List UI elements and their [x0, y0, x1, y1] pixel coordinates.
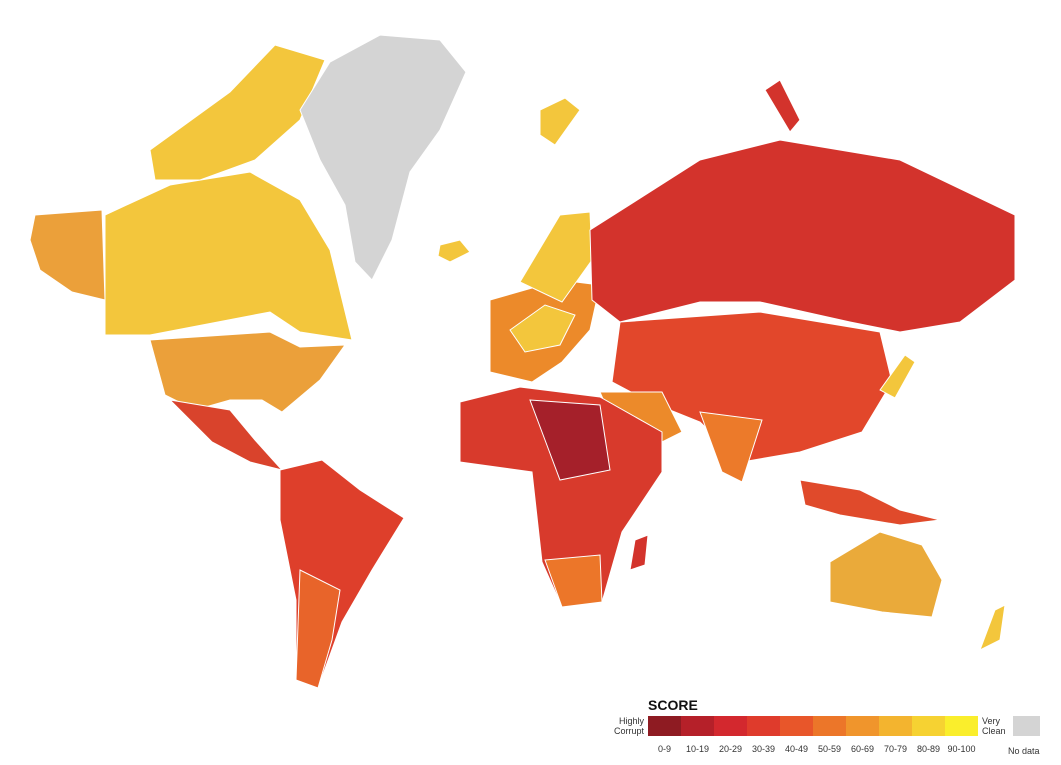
legend-swatch [813, 716, 846, 736]
legend-swatch [945, 716, 978, 736]
legend-no-data-swatch [1013, 716, 1040, 736]
africa [459, 386, 663, 608]
legend-bin-label: 10-19 [685, 744, 710, 754]
legend-low-label: Highly Corrupt [613, 716, 644, 736]
iceland [437, 239, 471, 263]
legend-bin-label: 80-89 [916, 744, 941, 754]
legend-swatch [648, 716, 681, 736]
legend-high-label: Very Clean [982, 716, 1006, 736]
svalbard [539, 97, 581, 146]
legend-bin-label: 30-39 [751, 744, 776, 754]
arctic-islands [149, 44, 326, 181]
legend-swatch [681, 716, 714, 736]
india [699, 411, 763, 483]
legend-bin-label: 90-100 [947, 744, 976, 754]
madagascar [629, 534, 649, 571]
legend-bin-label: 40-49 [784, 744, 809, 754]
australia [829, 531, 943, 618]
legend-swatch [780, 716, 813, 736]
western-europe [509, 304, 576, 353]
central-africa [529, 399, 611, 481]
legend-title: SCORE [648, 697, 698, 713]
legend-bin-label: 50-59 [817, 744, 842, 754]
legend-bin-label: 0-9 [657, 744, 671, 754]
legend-swatch [714, 716, 747, 736]
novaya-zemlya [764, 79, 801, 133]
russia [589, 139, 1016, 333]
legend-swatch [846, 716, 879, 736]
southern-africa [544, 554, 603, 608]
legend-labels: 0-9 10-19 20-29 30-39 40-49 50-59 60-69 70-79 80… [648, 744, 978, 754]
legend-bin-label: 60-69 [850, 744, 875, 754]
southern-cone [295, 569, 341, 689]
legend-swatch [747, 716, 780, 736]
new-zealand [979, 604, 1006, 652]
legend-no-data-label: No data [1008, 746, 1040, 756]
japan [879, 354, 916, 399]
legend-swatch [912, 716, 945, 736]
southeast-asia-islands [799, 479, 941, 526]
legend-bar [648, 716, 978, 736]
usa [149, 331, 347, 413]
mexico-central-america [168, 399, 284, 471]
legend-bin-label: 70-79 [883, 744, 908, 754]
alaska [29, 209, 106, 301]
greenland [299, 34, 467, 281]
legend-swatch [879, 716, 912, 736]
legend-bin-label: 20-29 [718, 744, 743, 754]
canada [104, 171, 353, 341]
